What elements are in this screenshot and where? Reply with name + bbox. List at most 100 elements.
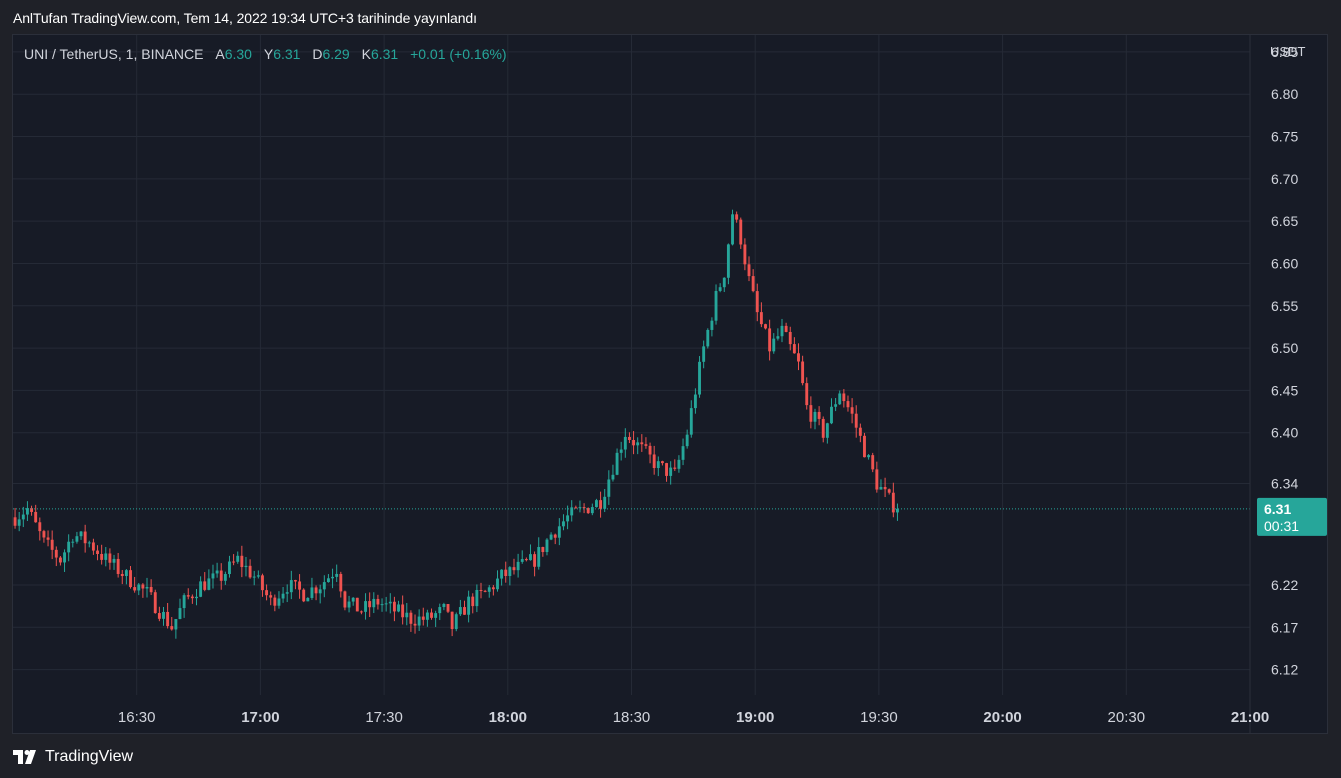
candle-body [273,597,277,606]
candle-body [582,507,586,509]
candle-body [640,442,644,445]
candle-body [392,601,396,612]
candle-body [566,515,570,522]
candle-body [153,592,157,614]
price-axis[interactable]: 6.12 6.17 6.22 6.34 6.40 6.45 6.50 6.55 6.60 6.65… [1249,35,1298,734]
candle-body [46,537,50,540]
candle-body [129,570,132,588]
candle-body [331,576,335,579]
candle-body [508,567,512,577]
candle-body [421,616,425,620]
candle-body [817,411,821,419]
candle-body [141,584,145,589]
candle-body [17,519,21,526]
candle-body [223,574,227,581]
candle-body [632,440,636,446]
candle-body [706,329,710,347]
candle-body [256,575,260,577]
candle-body [120,573,124,577]
candle-body [388,601,392,604]
last-price-value: 6.31 [1264,501,1291,517]
candle-body [524,559,528,561]
currency-label[interactable]: USDT [1270,44,1306,59]
candle-body [574,507,578,509]
candle-body [170,626,174,630]
symbol-name[interactable]: UNI / TetherUS, 1, BINANCE [24,46,204,62]
candle-body [891,492,895,513]
candle-body [25,508,29,515]
symbol-legend[interactable]: UNI / TetherUS, 1, BINANCE A6.30 Y6.31 D… [24,46,507,62]
candle-body [788,331,792,345]
candle-body [174,619,178,630]
chart-panel[interactable]: 6.12 6.17 6.22 6.34 6.40 6.45 6.50 6.55 6.60 6.65… [12,34,1328,734]
candle-body [825,423,829,438]
candle-body [463,607,466,615]
candle-body [619,449,623,453]
price-tick-label: 6.45 [1271,382,1298,398]
candle-body [599,500,603,509]
candle-body [186,595,190,597]
price-tick-label: 6.34 [1271,475,1298,491]
candles [13,209,899,639]
candle-body [302,589,306,602]
candle-body [850,407,854,414]
time-tick-label: 21:00 [1231,709,1269,726]
time-axis[interactable]: 16:30 17:00 17:30 18:00 18:30 19:00 19:30 20:00… [118,709,1328,726]
candle-body [446,603,450,612]
close-value: 6.31 [370,46,399,62]
candle-body [500,569,504,579]
candle-body [38,522,42,532]
candle-body [30,508,33,512]
time-tick-label: 18:00 [489,709,527,726]
candle-body [636,442,640,446]
price-tick-label: 6.65 [1271,213,1298,229]
candle-body [108,553,112,563]
candle-body [454,614,458,630]
candle-body [764,324,767,329]
candle-body [359,611,363,613]
candle-body [784,325,788,332]
candle-body [83,531,87,544]
candle-body [821,418,825,438]
candle-body [21,514,25,520]
candle-body [759,312,763,325]
candle-body [553,534,557,538]
price-tick-label: 6.17 [1271,619,1298,635]
candle-body [627,436,631,441]
candle-body [644,444,648,446]
candle-body [797,353,800,362]
candle-body [248,565,252,578]
last-price-label: 6.31 00:31 [1257,497,1327,536]
candle-body [199,581,203,597]
last-price-badge [1257,497,1327,536]
candle-body [298,581,302,590]
candle-body [660,461,664,464]
candle-body [261,575,264,591]
candle-body [178,608,182,620]
time-tick-label: 19:30 [860,709,898,726]
candle-body [326,578,330,583]
candle-body [63,552,66,563]
candle-body [162,611,165,619]
candle-body [133,587,137,591]
tradingview-footer[interactable]: TradingView [13,746,133,768]
candle-body [603,496,607,509]
candle-body [863,435,866,458]
candle-body [842,393,846,402]
candle-body [883,486,887,490]
candle-body [442,603,446,608]
candle-body [801,361,805,384]
candle-body [512,567,516,571]
candle-body [438,607,442,614]
time-tick-label: 20:00 [983,709,1021,726]
candle-body [867,455,871,458]
candle-body [232,561,236,563]
candlestick-chart[interactable]: 6.12 6.17 6.22 6.34 6.40 6.45 6.50 6.55 6.60 6.65… [13,35,1328,734]
candle-body [137,584,141,591]
candle-body [689,408,693,435]
candle-body [755,291,759,313]
candle-body [277,598,281,606]
time-tick-label: 16:30 [118,709,156,726]
candle-body [813,411,817,422]
high-value: 6.31 [273,46,301,62]
